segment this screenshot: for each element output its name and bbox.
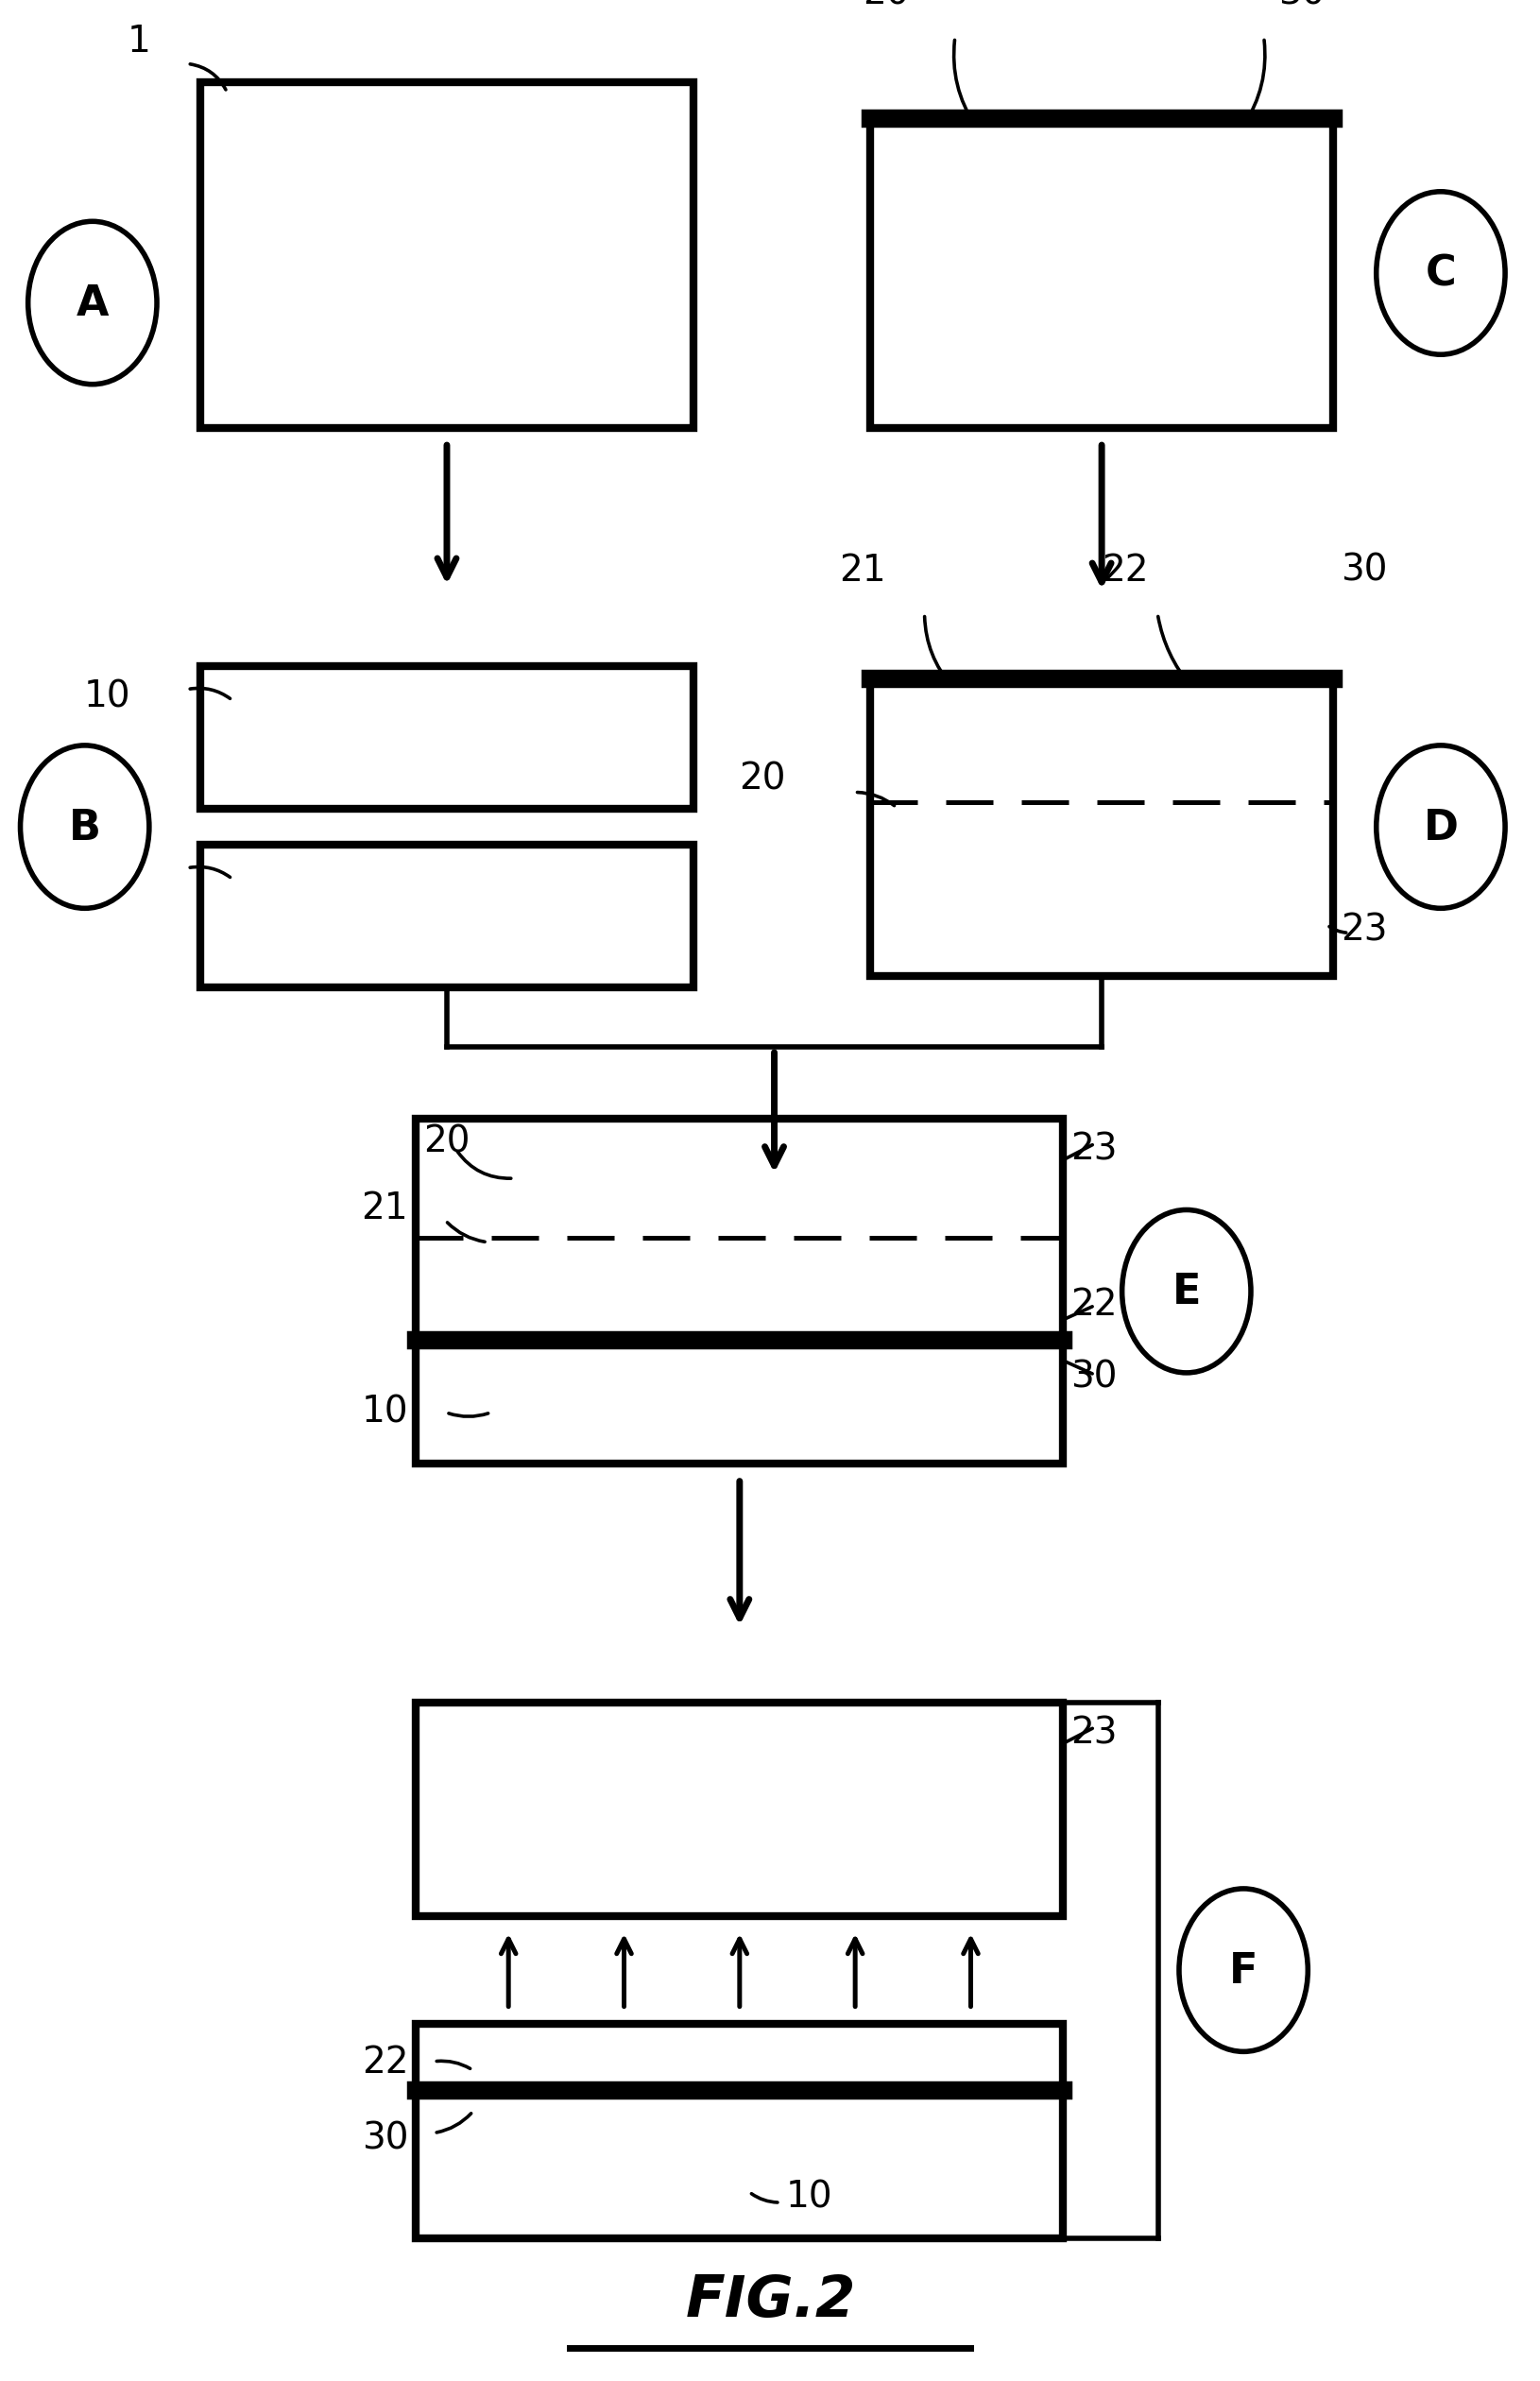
Text: 30: 30 (362, 2119, 408, 2157)
Text: A: A (75, 283, 109, 324)
Text: D: D (1423, 807, 1457, 848)
Text: 30: 30 (1070, 1357, 1116, 1395)
Bar (416, 1702, 1063, 1917)
Text: 10: 10 (785, 2179, 832, 2214)
Bar (416, 1119, 1063, 1464)
Text: 23: 23 (1070, 1131, 1116, 1167)
Text: 21: 21 (362, 1190, 408, 1226)
Text: 30: 30 (1340, 552, 1386, 588)
Text: 22: 22 (1070, 1286, 1116, 1324)
Text: E: E (1172, 1271, 1200, 1312)
Text: 21: 21 (839, 552, 885, 588)
Bar (416, 2024, 1063, 2238)
Text: 20: 20 (862, 0, 909, 12)
Text: C: C (1424, 252, 1455, 295)
Text: 1: 1 (126, 24, 151, 60)
Text: 30: 30 (1278, 0, 1324, 12)
Text: 10: 10 (85, 679, 131, 714)
Ellipse shape (1121, 1210, 1250, 1374)
Text: 10: 10 (362, 1393, 408, 1431)
Bar (200, 83, 693, 429)
Text: 22: 22 (1101, 552, 1147, 588)
Bar (200, 667, 693, 810)
Bar (200, 845, 693, 988)
Text: 23: 23 (1340, 912, 1386, 948)
Text: 23: 23 (1070, 1714, 1116, 1750)
Ellipse shape (1375, 193, 1505, 355)
Ellipse shape (1178, 1888, 1307, 2052)
Ellipse shape (20, 745, 149, 910)
Text: F: F (1229, 1950, 1257, 1991)
Text: 20: 20 (739, 760, 785, 798)
Ellipse shape (1375, 745, 1505, 910)
Bar (870, 119, 1332, 429)
Text: 22: 22 (362, 2043, 408, 2081)
Text: B: B (69, 807, 100, 848)
Text: 10: 10 (85, 857, 131, 893)
Text: 20: 20 (424, 1124, 470, 1160)
Bar (870, 679, 1332, 976)
Ellipse shape (28, 221, 157, 386)
Text: FIG.2: FIG.2 (685, 2274, 855, 2329)
